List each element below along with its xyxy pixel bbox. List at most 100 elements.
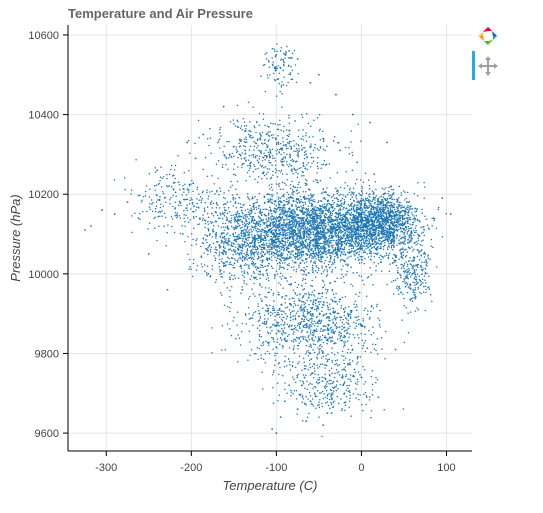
data-point [328,246,330,248]
data-point [336,193,338,195]
data-point [255,230,257,232]
data-point [362,213,364,215]
data-point [218,263,220,265]
data-point [223,264,225,266]
data-point [371,224,373,226]
data-point [323,232,325,234]
data-point [258,220,260,222]
data-point [201,263,203,265]
data-point [300,230,302,232]
data-point [392,238,394,240]
data-point [407,207,409,209]
data-point [235,247,237,249]
data-point [394,237,396,239]
data-point [308,243,310,245]
data-point [315,247,317,249]
data-point [283,207,285,209]
data-point [310,237,312,239]
data-point [371,238,373,240]
data-point [352,237,354,239]
data-point [411,227,413,229]
data-point [207,247,209,249]
data-point [387,222,389,224]
data-point [387,237,389,239]
data-point [209,233,211,235]
data-point [223,250,225,252]
data-point [268,225,270,227]
data-point [328,236,330,238]
data-point [347,219,349,221]
data-point [195,157,197,159]
data-point [246,239,248,241]
data-point [319,248,321,250]
data-point [403,234,405,236]
data-point [303,251,305,253]
data-point [267,236,269,238]
data-point [396,234,398,236]
data-point [383,227,385,229]
data-point [267,252,269,254]
data-point [327,211,329,213]
data-point [320,243,322,245]
data-point [386,218,388,220]
data-point [345,263,347,265]
data-point [286,212,288,214]
data-point [324,191,326,193]
data-point [393,241,395,243]
data-point [232,279,234,281]
data-point [245,258,247,260]
data-point [254,212,256,214]
data-point [229,272,231,274]
data-point [329,250,331,252]
data-point [363,233,365,235]
data-point [258,251,260,253]
data-point [221,294,223,296]
data-point [341,215,343,217]
data-point [406,212,408,214]
data-point [375,197,377,199]
data-point [335,232,337,234]
data-point [396,237,398,239]
data-point [307,217,309,219]
data-point [311,248,313,250]
data-point [338,248,340,250]
data-point [282,275,284,277]
data-point [345,214,347,216]
data-point [315,243,317,245]
data-point [347,229,349,231]
data-point [371,248,373,250]
data-point [299,254,301,256]
data-point [207,221,209,223]
data-point [349,229,351,231]
data-point [394,217,396,219]
data-point [285,226,287,228]
data-point [371,209,373,211]
data-point [339,231,341,233]
data-point [353,214,355,216]
data-point [259,213,261,215]
data-point [338,195,340,197]
data-point [303,247,305,249]
data-point [350,267,352,269]
data-point [352,114,354,116]
data-point [286,230,288,232]
data-point [305,203,307,205]
data-point [249,204,251,206]
data-point [433,220,435,222]
data-point [318,215,320,217]
data-point [298,217,300,219]
data-point [360,215,362,217]
data-point [264,230,266,232]
data-point [276,183,278,185]
data-point [222,276,224,278]
data-point [362,188,364,190]
data-point [220,292,222,294]
data-point [244,259,246,261]
data-point [336,224,338,226]
data-point [312,245,314,247]
data-point [244,272,246,274]
data-point [365,227,367,229]
data-point [241,271,243,273]
data-point [354,242,356,244]
data-point [346,234,348,236]
